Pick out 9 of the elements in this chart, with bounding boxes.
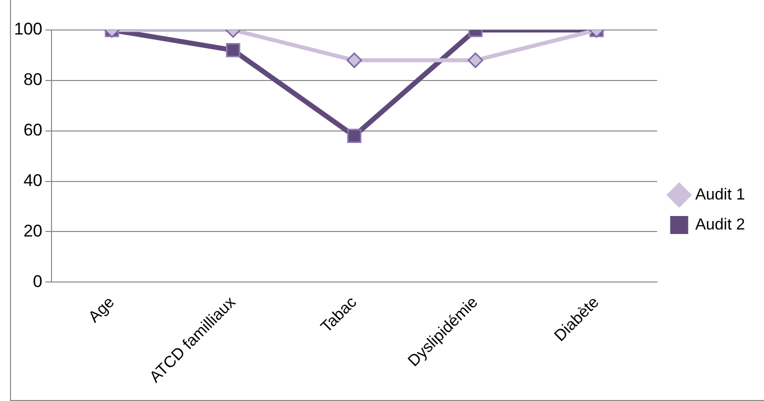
y-tick-label: 80: [23, 70, 42, 90]
x-tick-label: Age: [86, 294, 118, 326]
y-tick-label: 100: [14, 20, 42, 39]
y-tick-label: 0: [32, 272, 42, 291]
legend-label: Audit 1: [695, 186, 746, 204]
y-tick-label: 40: [23, 170, 42, 190]
y-tick-label: 60: [23, 120, 42, 140]
legend-label: Audit 2: [695, 216, 746, 234]
y-tick-label: 20: [23, 221, 42, 240]
